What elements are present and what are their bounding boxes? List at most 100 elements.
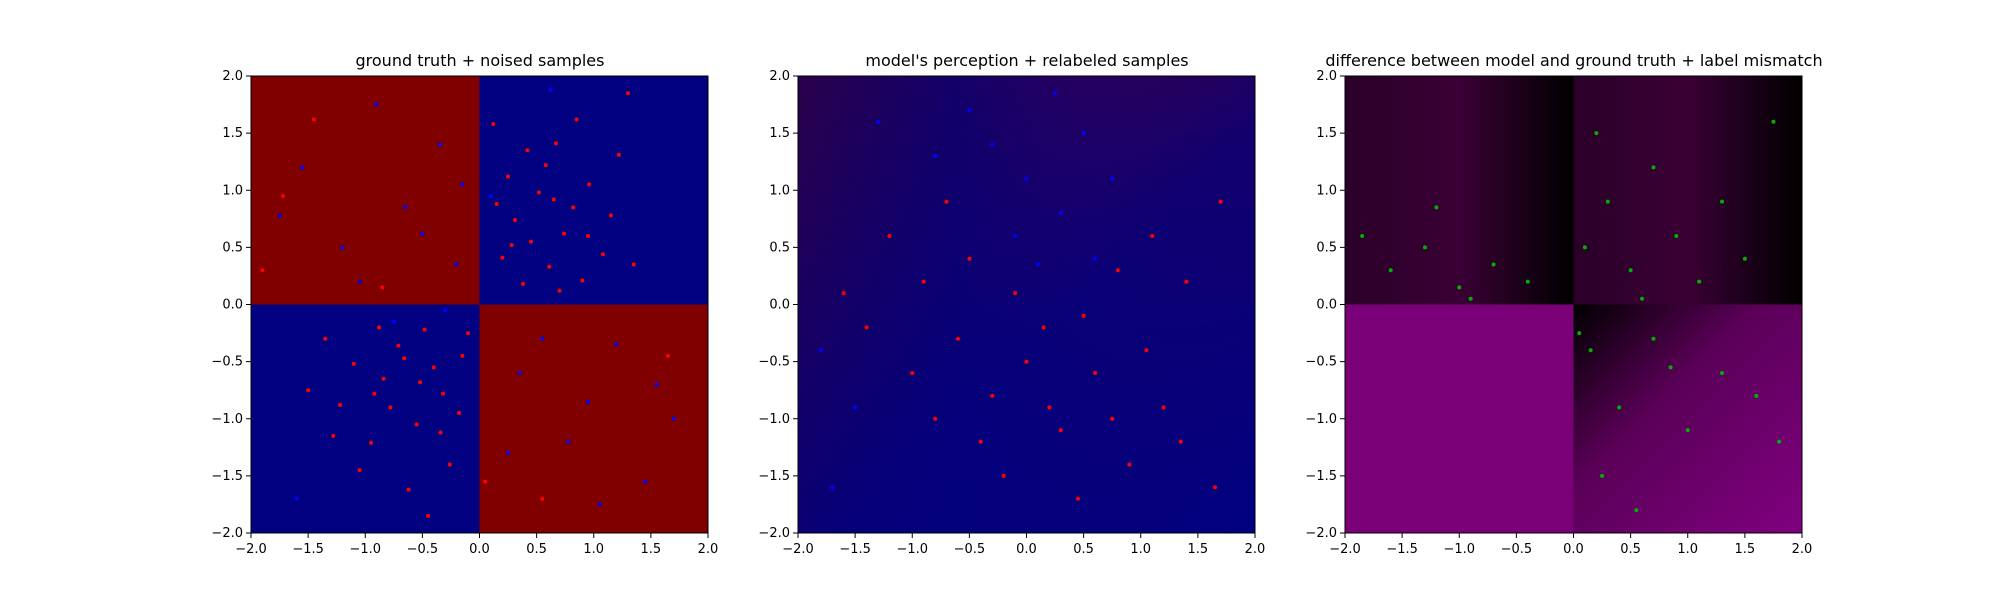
x-tick-label: 0.0	[469, 542, 490, 557]
data-point	[374, 102, 379, 107]
data-point	[967, 108, 972, 113]
data-point	[830, 485, 835, 490]
y-tick-label: 1.5	[222, 126, 243, 141]
data-point	[1213, 485, 1218, 490]
data-point	[443, 308, 448, 313]
scatter-points	[1360, 119, 1782, 513]
data-point	[460, 353, 465, 358]
data-point	[614, 342, 619, 347]
data-point	[1605, 199, 1610, 204]
data-point	[311, 117, 316, 122]
x-tick-label: −2.0	[1329, 542, 1361, 557]
data-point	[1651, 165, 1656, 170]
data-point	[864, 325, 869, 330]
data-point	[1634, 508, 1639, 513]
data-point	[525, 148, 530, 153]
data-point	[626, 91, 631, 96]
x-tick-label: −1.5	[1386, 542, 1418, 557]
x-tick-label: −0.5	[1501, 542, 1533, 557]
data-point	[280, 193, 285, 198]
data-point	[557, 288, 562, 293]
y-tick-label: 2.0	[222, 69, 243, 84]
axis-ticks: −2.0 −1.5 −1.0 −0.5 0.0 0.5 1.0 1.5 2.0 −2.0 −1.5 −…	[758, 69, 1265, 557]
y-tick-label: −1.5	[758, 469, 790, 484]
data-point	[260, 268, 265, 273]
x-tick-label: 0.5	[526, 542, 547, 557]
data-point	[338, 403, 343, 408]
data-point	[597, 502, 602, 507]
background-probability	[798, 76, 1255, 533]
panel-difference: difference between model and ground trut…	[1305, 51, 1822, 557]
data-point	[574, 117, 579, 122]
y-tick-label: −1.0	[1305, 412, 1337, 427]
data-point	[551, 197, 556, 202]
data-point	[1594, 131, 1599, 136]
data-point	[1422, 245, 1427, 250]
data-point	[1720, 199, 1725, 204]
y-tick-label: −1.0	[211, 412, 243, 427]
data-point	[548, 87, 553, 92]
data-point	[391, 319, 396, 324]
data-point	[506, 451, 511, 456]
data-point	[422, 327, 427, 332]
scatter-points	[818, 91, 1223, 501]
data-point	[1651, 336, 1656, 341]
data-point	[978, 439, 983, 444]
data-point	[517, 371, 522, 376]
x-tick-label: 2.0	[698, 542, 719, 557]
y-tick-label: 0.5	[1316, 240, 1337, 255]
data-point	[454, 262, 459, 267]
data-point	[1093, 256, 1098, 261]
data-point	[512, 217, 517, 222]
data-point	[1640, 296, 1645, 301]
data-point	[437, 142, 442, 147]
data-point	[1720, 371, 1725, 376]
data-point	[571, 205, 576, 210]
data-point	[300, 165, 305, 170]
data-point	[388, 405, 393, 410]
data-point	[396, 343, 401, 348]
data-point	[887, 233, 892, 238]
data-point	[426, 513, 431, 518]
diff-top-right	[1573, 76, 1802, 305]
data-point	[1041, 325, 1046, 330]
y-tick-label: −2.0	[1305, 526, 1337, 541]
data-point	[294, 496, 299, 501]
data-point	[1697, 279, 1702, 284]
y-tick-label: 1.0	[222, 183, 243, 198]
data-point	[1013, 233, 1018, 238]
data-point	[1360, 233, 1365, 238]
data-point	[921, 279, 926, 284]
data-point	[1053, 91, 1058, 96]
data-point	[509, 243, 514, 248]
data-point	[643, 479, 648, 484]
x-tick-label: −2.0	[235, 542, 267, 557]
y-tick-label: −0.5	[758, 355, 790, 370]
data-point	[376, 325, 381, 330]
data-point	[520, 281, 525, 286]
data-point	[406, 487, 411, 492]
data-point	[1628, 268, 1633, 273]
data-point	[357, 468, 362, 473]
y-tick-label: −2.0	[211, 526, 243, 541]
data-point	[1184, 279, 1189, 284]
x-tick-label: 2.0	[1245, 542, 1266, 557]
chart-title: model's perception + relabeled samples	[865, 51, 1188, 70]
data-point	[1081, 131, 1086, 136]
data-point	[1674, 233, 1679, 238]
data-point	[586, 399, 591, 404]
panel-ground-truth: ground truth + noised samples −2.0 −1.5 −1…	[211, 51, 718, 557]
data-point	[1035, 262, 1040, 267]
data-point	[1388, 268, 1393, 273]
data-point	[456, 411, 461, 416]
data-point	[967, 256, 972, 261]
data-point	[671, 416, 676, 421]
x-tick-label: 1.0	[1677, 542, 1698, 557]
x-tick-label: 0.0	[1563, 542, 1584, 557]
y-tick-label: 2.0	[1316, 69, 1337, 84]
x-tick-label: 0.5	[1073, 542, 1094, 557]
data-point	[357, 279, 362, 284]
x-tick-label: 1.5	[1188, 542, 1209, 557]
data-point	[1525, 279, 1530, 284]
data-point	[587, 182, 592, 187]
